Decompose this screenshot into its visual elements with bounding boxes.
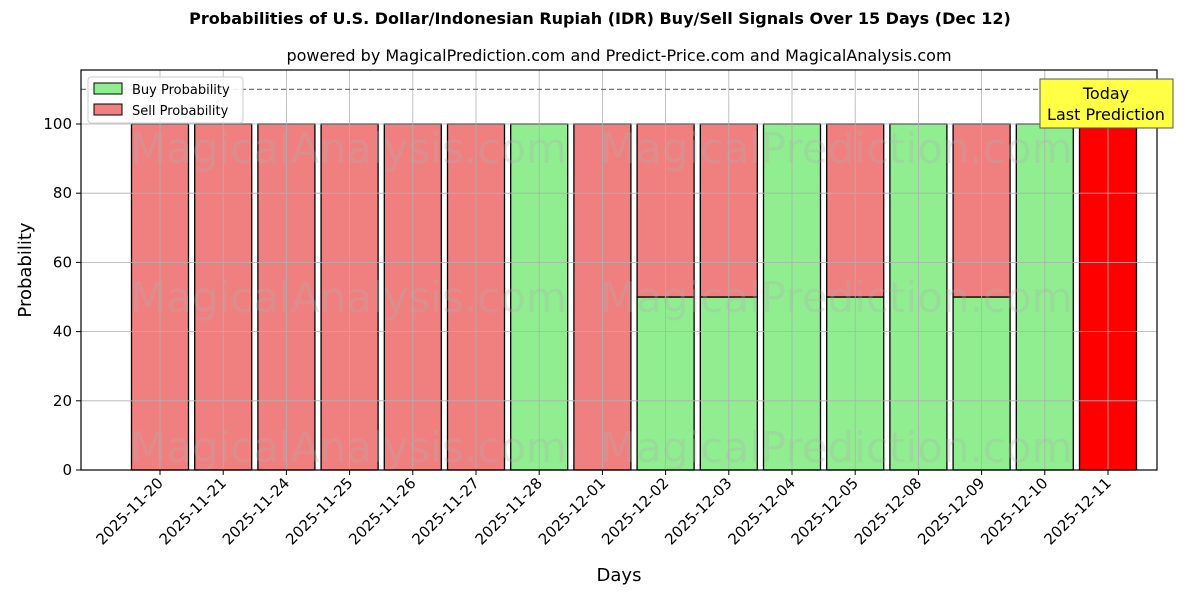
legend-label-buy: Buy Probability: [132, 83, 230, 98]
x-tick-label: 2025-12-01: [535, 474, 609, 548]
legend-swatch-buy: [93, 82, 123, 95]
x-tick-label: 2025-11-24: [219, 474, 293, 548]
y-tick-label: 100: [43, 115, 72, 133]
chart-title: Probabilities of U.S. Dollar/Indonesian …: [189, 9, 1011, 28]
x-tick-label: 2025-12-09: [914, 474, 988, 548]
legend-label-sell: Sell Probability: [132, 104, 229, 119]
x-tick-label: 2025-11-26: [345, 474, 419, 548]
watermark: MagicalAnalysis.com: [130, 423, 567, 472]
x-axis-label: Days: [597, 565, 642, 586]
x-tick-label: 2025-12-08: [851, 474, 925, 548]
x-tick-label: 2025-11-28: [472, 474, 546, 548]
x-tick-label: 2025-12-05: [788, 474, 862, 548]
watermark: MagicalPrediction.com: [600, 273, 1073, 322]
x-tick-label: 2025-11-25: [282, 474, 356, 548]
legend-swatch-sell: [93, 103, 123, 116]
x-tick-label: 2025-11-27: [408, 474, 482, 548]
watermark: MagicalAnalysis.com: [130, 124, 567, 173]
legend: Buy Probability Sell Probability: [87, 76, 244, 124]
y-tick-label: 0: [62, 461, 72, 479]
x-tick-label: 2025-12-02: [598, 474, 672, 548]
axes-frame: [80, 69, 1158, 471]
y-tick-label: 20: [53, 392, 72, 410]
y-tick-label: 80: [53, 184, 72, 202]
x-tick-label: 2025-12-11: [1040, 474, 1114, 548]
x-tick-label: 2025-12-04: [724, 474, 798, 548]
y-axis-label: Probability: [15, 222, 36, 317]
annotation-line1: Today: [1082, 84, 1129, 103]
watermark: MagicalPrediction.com: [600, 423, 1073, 472]
y-tick-label: 40: [53, 323, 72, 341]
chart-subtitle: powered by MagicalPrediction.com and Pre…: [286, 46, 952, 65]
watermark: MagicalAnalysis.com: [130, 273, 567, 322]
x-tick-label: 2025-12-03: [661, 474, 735, 548]
annotation-line2: Last Prediction: [1047, 105, 1165, 124]
y-tick-label: 60: [53, 253, 72, 271]
x-tick-label: 2025-11-21: [156, 474, 230, 548]
x-tick-label: 2025-11-20: [92, 474, 166, 548]
today-annotation: Today Last Prediction: [1039, 78, 1174, 129]
x-tick-label: 2025-12-10: [977, 474, 1051, 548]
watermark: MagicalPrediction.com: [600, 124, 1073, 173]
